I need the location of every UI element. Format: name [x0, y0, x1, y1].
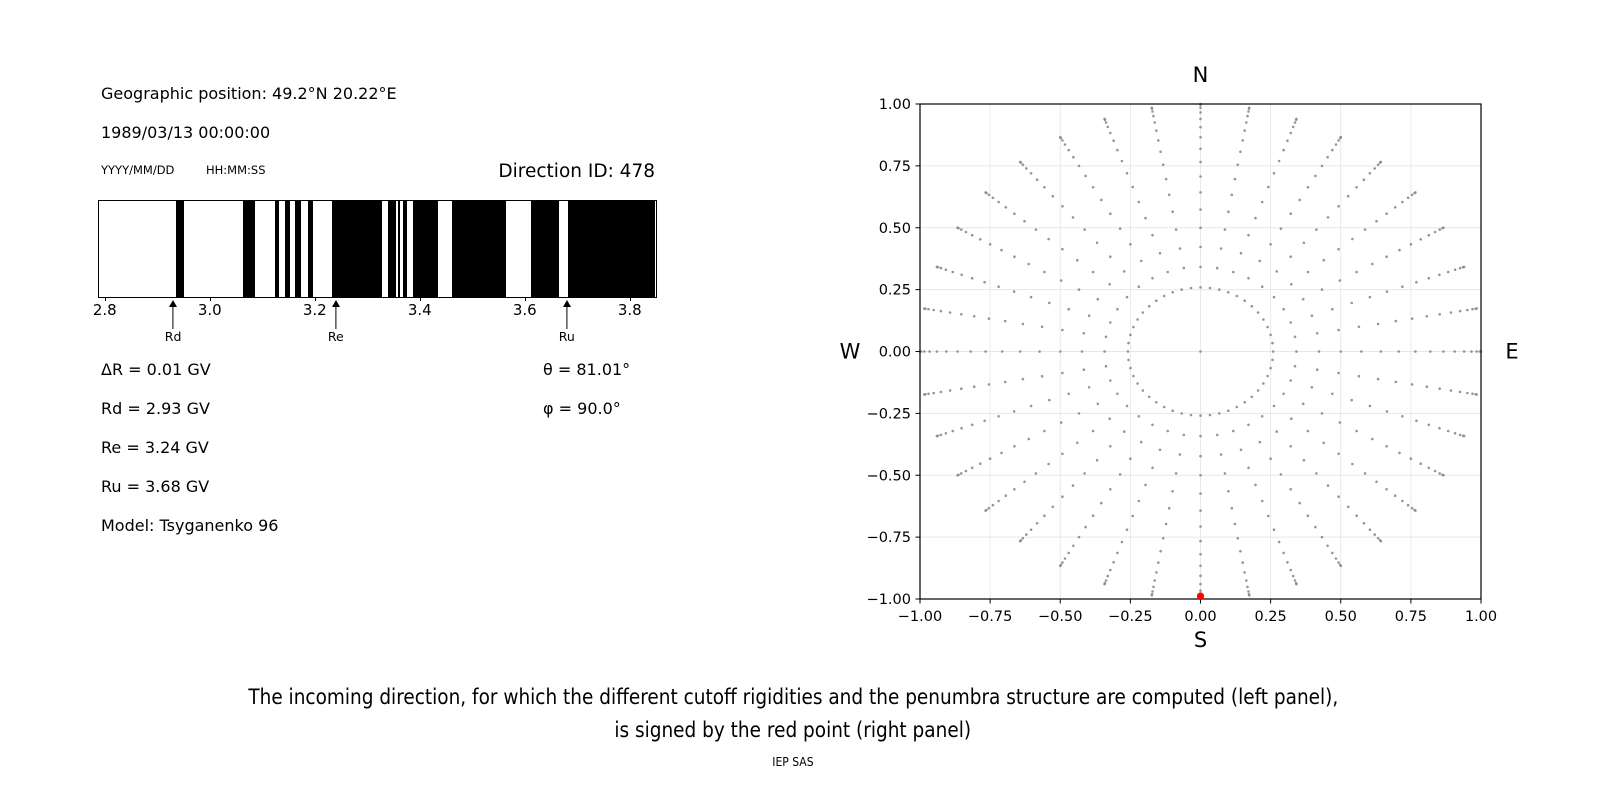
penumbra-band — [402, 201, 407, 297]
selected-direction-red-point — [1196, 592, 1205, 600]
arrow-up-icon — [562, 300, 571, 307]
svg-text:−0.25: −0.25 — [1108, 609, 1152, 625]
penumbra-band — [175, 201, 184, 297]
axis-ticks — [915, 103, 1482, 604]
penumbra-band — [413, 201, 439, 297]
rigidity-axis-tick-label: 3.0 — [197, 301, 222, 319]
arrow-up-icon — [331, 300, 340, 307]
svg-text:1.00: 1.00 — [879, 97, 911, 113]
rd-value: Rd = 2.93 GV — [101, 399, 210, 418]
arrow-shaft — [335, 306, 337, 329]
penumbra-band — [452, 201, 507, 297]
rigidity-axis-tick-label: 3.2 — [302, 301, 327, 319]
svg-text:−1.00: −1.00 — [898, 609, 942, 625]
svg-text:0.50: 0.50 — [1325, 609, 1357, 625]
svg-text:0.25: 0.25 — [1254, 609, 1286, 625]
axis-tick-labels: −1.00 −0.75 −0.50 −0.25 0.00 0.25 0.50 0.75 1.00… — [867, 97, 1498, 625]
geo-position-text: Geographic position: 49.2°N 20.22°E — [101, 84, 397, 103]
arrow-shaft — [172, 306, 174, 329]
arrow-up-icon — [169, 300, 178, 307]
penumbra-band — [568, 201, 655, 297]
compass-east-label: E — [1505, 340, 1518, 364]
penumbra-plot — [98, 200, 657, 298]
penumbra-band — [388, 201, 396, 297]
penumbra-band — [398, 201, 401, 297]
svg-text:0.25: 0.25 — [879, 283, 911, 299]
compass-north-label: N — [1193, 63, 1209, 87]
cutoff-marker-label: Ru — [558, 329, 575, 344]
penumbra-band — [285, 201, 290, 297]
svg-text:0.75: 0.75 — [879, 159, 911, 175]
rigidity-axis-tick-label: 3.6 — [512, 301, 537, 319]
svg-text:−0.50: −0.50 — [1038, 609, 1082, 625]
phi-value: φ = 90.0° — [543, 399, 621, 418]
cutoff-marker-label: Rd — [164, 329, 182, 344]
date-format-label: YYYY/MM/DD — [101, 163, 175, 177]
re-value: Re = 3.24 GV — [101, 438, 209, 457]
svg-text:−0.75: −0.75 — [968, 609, 1012, 625]
svg-text:−0.25: −0.25 — [867, 406, 911, 422]
penumbra-band — [242, 201, 256, 297]
datetime-text: 1989/03/13 00:00:00 — [101, 123, 271, 142]
cutoff-marker-label: Re — [327, 329, 344, 344]
penumbra-band — [332, 201, 382, 297]
compass-labels: N S W E — [840, 63, 1519, 652]
penumbra-bands — [99, 201, 656, 297]
penumbra-band — [530, 201, 559, 297]
svg-text:0.00: 0.00 — [1184, 609, 1216, 625]
arrow-shaft — [566, 306, 568, 329]
svg-text:0.75: 0.75 — [1395, 609, 1427, 625]
direction-id-title: Direction ID: 478 — [498, 161, 655, 182]
svg-text:−0.50: −0.50 — [867, 468, 911, 484]
svg-text:0.00: 0.00 — [879, 345, 911, 361]
svg-text:0.50: 0.50 — [879, 221, 911, 237]
theta-value: θ = 81.01° — [543, 360, 631, 379]
time-format-label: HH:MM:SS — [206, 163, 266, 177]
ru-value: Ru = 3.68 GV — [101, 477, 210, 496]
penumbra-band — [295, 201, 301, 297]
model-value: Model: Tsyganenko 96 — [101, 516, 279, 535]
penumbra-band — [307, 201, 314, 297]
credit-text: IEP SAS — [772, 755, 814, 769]
svg-text:1.00: 1.00 — [1465, 609, 1497, 625]
direction-dots — [918, 102, 1483, 601]
penumbra-band — [274, 201, 279, 297]
rigidity-axis-tick-label: 2.8 — [92, 301, 117, 319]
rigidity-axis-tick-label: 3.8 — [617, 301, 642, 319]
compass-west-label: W — [840, 340, 861, 364]
svg-text:−0.75: −0.75 — [867, 530, 911, 546]
caption-line-1: The incoming direction, for which the di… — [248, 685, 1338, 709]
delta-r-value: ΔR = 0.01 GV — [101, 360, 211, 379]
caption-line-2: is signed by the red point (right panel) — [614, 718, 972, 742]
compass-south-label: S — [1194, 628, 1207, 652]
direction-scatter-plot: −1.00 −0.75 −0.50 −0.25 0.00 0.25 0.50 0.75 1.00… — [840, 63, 1519, 652]
rigidity-axis-tick-label: 3.4 — [407, 301, 432, 319]
svg-text:−1.00: −1.00 — [867, 592, 911, 608]
